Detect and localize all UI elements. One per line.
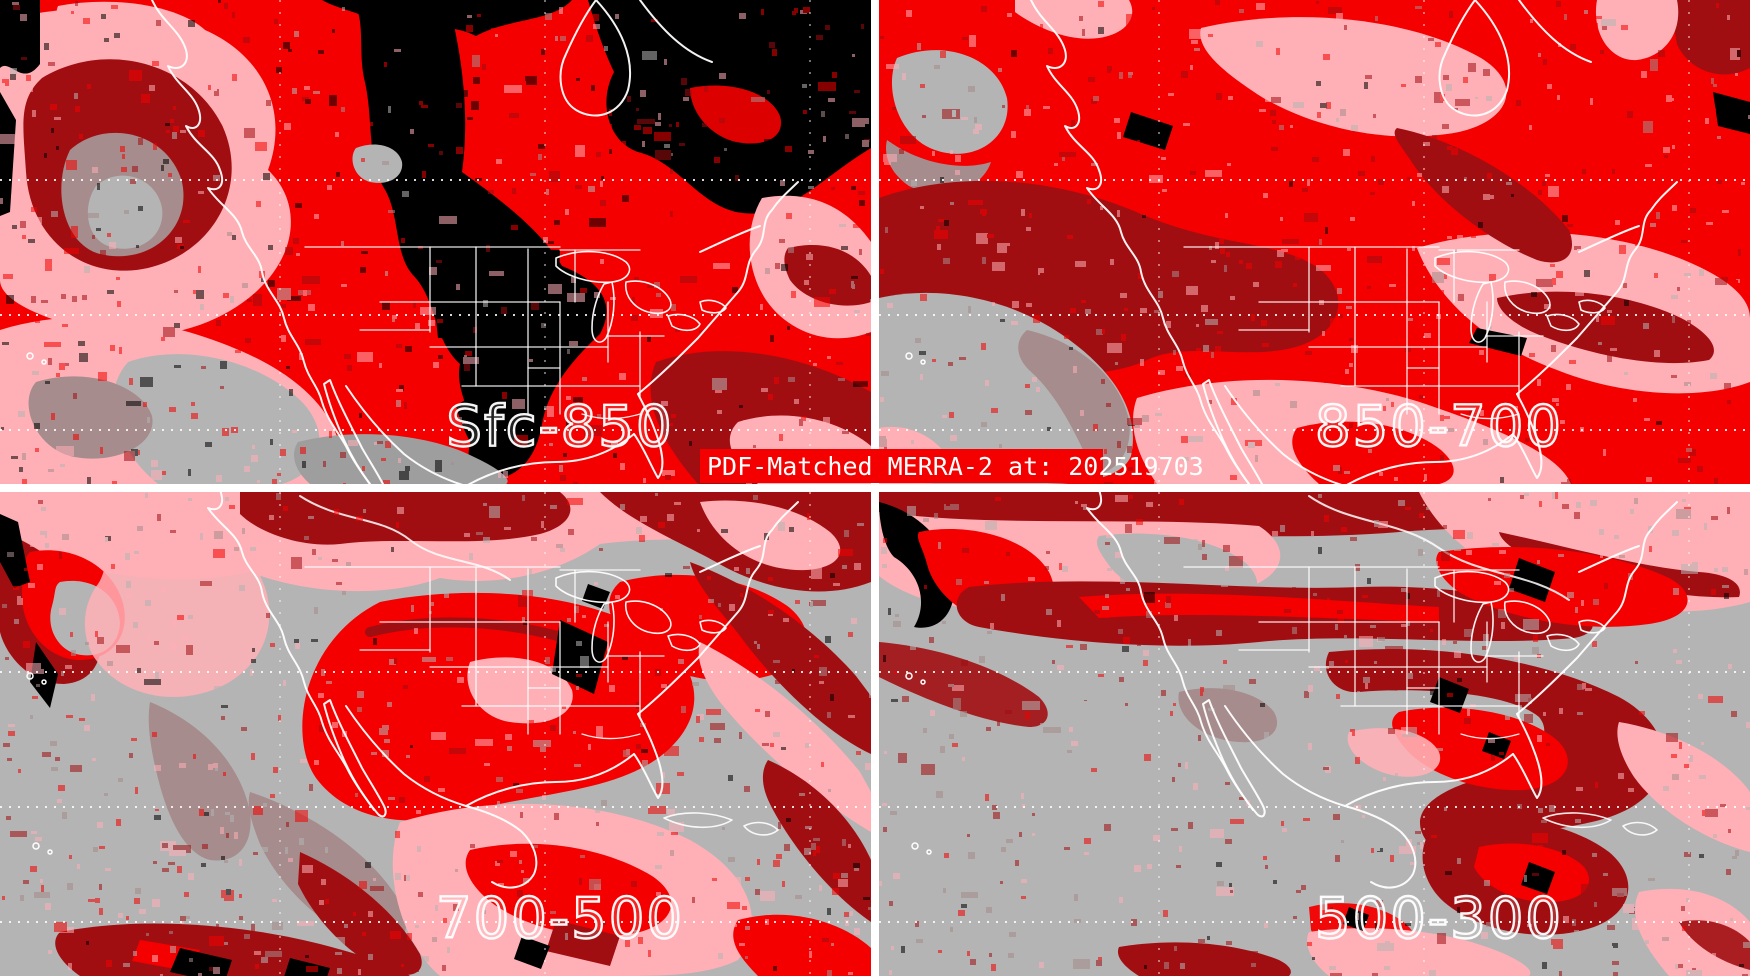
figure-title-text: PDF-Matched MERRA-2 at: 202519703 <box>707 452 1204 481</box>
map-850-700 <box>879 0 1750 484</box>
panel-label-500-300: 500-300 <box>1314 885 1563 952</box>
panel-850-700: 850-700 <box>879 0 1750 484</box>
figure-title-bar <box>700 449 1103 483</box>
panel-sfc-850: Sfc-850 <box>0 0 871 484</box>
panel-label-850-700: 850-700 <box>1314 393 1563 460</box>
panel-700-500: 700-500 <box>0 492 871 976</box>
panel-label-700-500: 700-500 <box>435 885 684 952</box>
map-700-500 <box>0 492 871 976</box>
quadrant-divider-horizontal <box>0 484 1750 492</box>
map-500-300 <box>879 492 1750 976</box>
panel-500-300: 500-300 <box>879 492 1750 976</box>
map-sfc-850 <box>0 0 871 484</box>
panel-label-sfc-850: Sfc-850 <box>445 393 674 460</box>
